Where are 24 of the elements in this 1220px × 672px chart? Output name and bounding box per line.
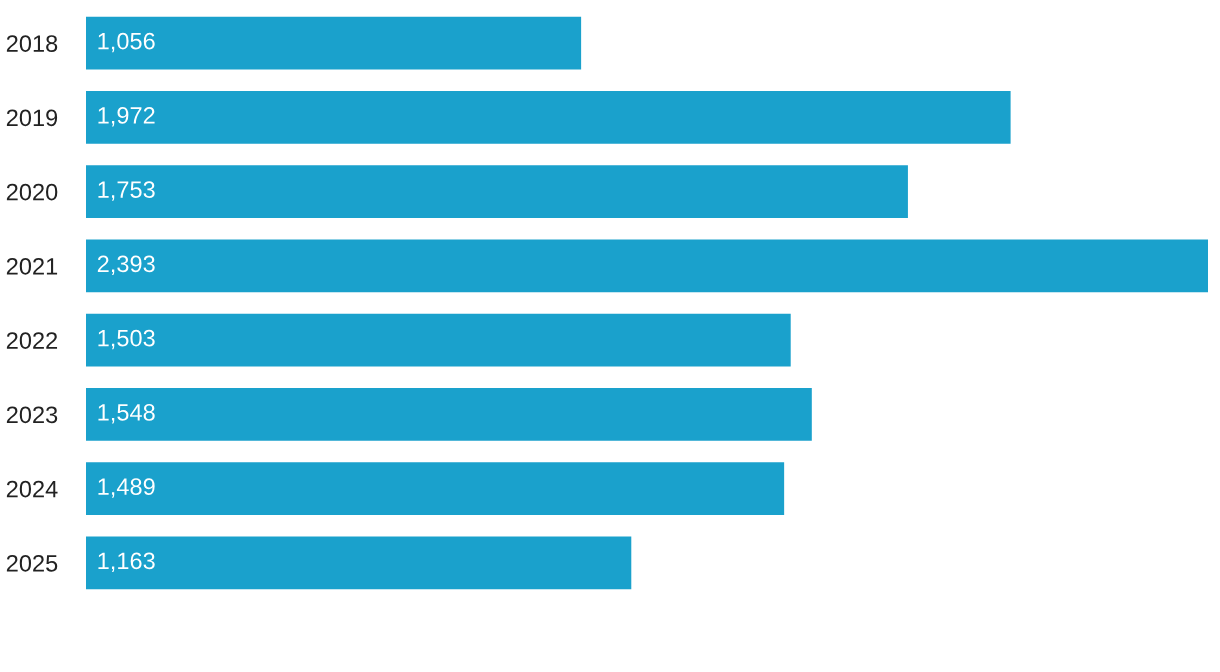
bar [86, 165, 908, 218]
data-label: 2,393 [97, 255, 155, 275]
data-label: 1,753 [98, 181, 155, 201]
bar [86, 16, 582, 70]
y-tick-label: 2025 [6, 554, 58, 572]
y-tick-label: 2019 [6, 109, 58, 127]
bar [86, 388, 812, 441]
y-tick-label: 2022 [6, 332, 58, 349]
y-tick-label: 2018 [6, 35, 58, 52]
bar [86, 91, 1011, 144]
data-label: 1,548 [98, 403, 155, 424]
bar [86, 462, 785, 515]
data-label: 1,503 [98, 329, 155, 350]
data-label: 1,056 [98, 32, 155, 53]
bar [86, 536, 632, 590]
data-label: 1,489 [98, 478, 155, 498]
y-tick-label: 2024 [6, 480, 58, 498]
y-tick-label: 2023 [6, 406, 58, 424]
bar [86, 239, 1208, 293]
y-tick-label: 2021 [6, 257, 58, 275]
bar [86, 313, 791, 367]
data-label: 1,163 [98, 552, 155, 572]
y-tick-label: 2020 [6, 183, 58, 201]
data-label: 1,972 [98, 106, 155, 127]
